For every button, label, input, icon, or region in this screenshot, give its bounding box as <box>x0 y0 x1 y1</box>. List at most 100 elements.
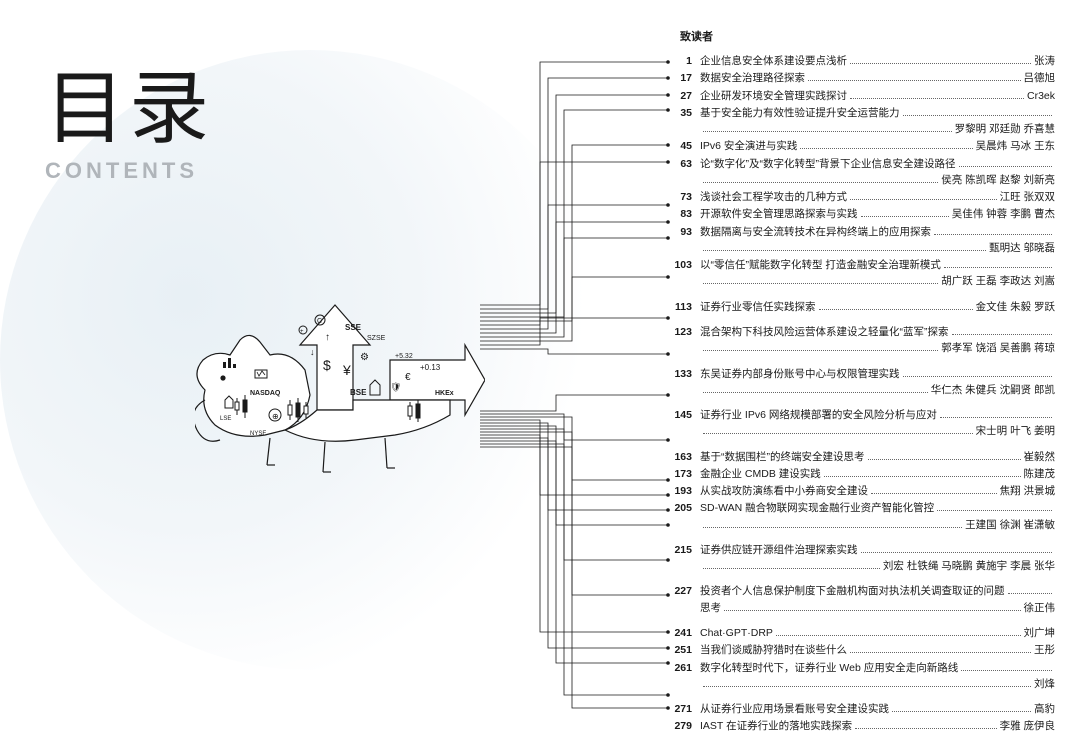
toc-page-number: 261 <box>670 660 700 693</box>
toc-authors: 吕德旭 <box>1024 70 1056 86</box>
svg-text:↑: ↑ <box>325 332 330 343</box>
toc-entry: 17数据安全治理路径探索 吕德旭 <box>670 70 1055 86</box>
toc-title: 金融企业 CMDB 建设实践 <box>700 466 821 482</box>
toc-authors: 刘宏 杜铁绳 马晓鹏 黄施宇 李晨 张华 <box>883 558 1055 574</box>
toc-title: 投资者个人信息保护制度下金融机构面对执法机关调查取证的问题 <box>700 583 1005 599</box>
toc-authors: 高豹 <box>1034 701 1055 717</box>
toc-entry: 1企业信息安全体系建设要点浅析张涛 <box>670 53 1055 69</box>
svg-text:+5.32: +5.32 <box>395 353 413 360</box>
toc-page-number: 215 <box>670 542 700 575</box>
toc-entry: 251当我们谈威胁狩猎时在谈些什么王彤 <box>670 642 1055 658</box>
toc-title: 以“零信任”赋能数字化转型 打造金融安全治理新模式 <box>700 257 941 273</box>
toc-title: IPv6 安全演进与实践 <box>700 138 797 154</box>
toc-page-number: 193 <box>670 483 700 499</box>
toc-page-number: 113 <box>670 299 700 315</box>
toc-authors: 胡广跃 王磊 李政达 刘嵩 <box>941 273 1055 289</box>
svg-text:LSE: LSE <box>220 416 231 422</box>
svg-text:↓: ↓ <box>310 347 315 357</box>
toc-authors: Cr3ek <box>1027 88 1055 104</box>
toc-authors: 焦翔 洪景城 <box>1000 483 1055 499</box>
toc-entry: 261数字化转型时代下，证券行业 Web 应用安全走向新路线刘烽 <box>670 660 1055 693</box>
toc-title: 基于安全能力有效性验证提升安全运营能力 <box>700 105 900 121</box>
toc-entry: 45IPv6 安全演进与实践吴晨炜 马冰 王东 <box>670 138 1055 154</box>
svg-text:HKEx: HKEx <box>435 390 454 397</box>
toc-title: 证券行业零信任实践探索 <box>700 299 816 315</box>
toc-entry: 227投资者个人信息保护制度下金融机构面对执法机关调查取证的问题思考 徐正伟 <box>670 583 1055 616</box>
toc-title: IAST 在证券行业的落地实践探索 <box>700 718 852 734</box>
toc-entry: 271从证券行业应用场景看账号安全建设实践 高豹 <box>670 701 1055 717</box>
toc-page-number: 279 <box>670 718 700 734</box>
toc-authors: 金文佳 朱毅 罗跃 <box>976 299 1055 315</box>
title-block: 目录 CONTENTS <box>45 70 213 184</box>
toc-authors: 陈建茂 <box>1024 466 1056 482</box>
toc-title: 从实战攻防演练看中小券商安全建设 <box>700 483 868 499</box>
toc-entry: 63论“数字化”及“数字化转型”背景下企业信息安全建设路径侯亮 陈凯晖 赵黎 刘… <box>670 156 1055 189</box>
toc-entry: 35基于安全能力有效性验证提升安全运营能力罗黎明 邓廷勋 乔喜慧 <box>670 105 1055 138</box>
reader-label: 致读者 <box>680 28 713 44</box>
toc-authors: 江旺 张双双 <box>1000 189 1055 205</box>
toc-page-number: 271 <box>670 701 700 717</box>
toc-entry: 193从实战攻防演练看中小券商安全建设 焦翔 洪景城 <box>670 483 1055 499</box>
toc-authors: 华仁杰 朱健兵 沈嗣贤 郎凯 <box>931 382 1055 398</box>
title-english: CONTENTS <box>45 158 213 184</box>
toc-authors: 李雅 庞伊良 <box>1000 718 1055 734</box>
svg-text:+: + <box>300 329 304 335</box>
toc-entry: 215证券供应链开源组件治理探索实践刘宏 杜铁绳 马晓鹏 黄施宇 李晨 张华 <box>670 542 1055 575</box>
svg-text:$: $ <box>323 357 331 373</box>
toc-entry: 27企业研发环境安全管理实践探讨 Cr3ek <box>670 88 1055 104</box>
toc-entry: 133东吴证券内部身份账号中心与权限管理实践华仁杰 朱健兵 沈嗣贤 郎凯 <box>670 366 1055 399</box>
toc-page-number: 227 <box>670 583 700 616</box>
toc-entry: 83开源软件安全管理思路探索与实践 吴佳伟 钟蓉 李鹏 曹杰 <box>670 206 1055 222</box>
toc-page-number: 17 <box>670 70 700 86</box>
toc-title-cont: 思考 <box>700 600 721 616</box>
toc-authors: 徐正伟 <box>1024 600 1056 616</box>
toc-authors: 罗黎明 邓廷勋 乔喜慧 <box>955 121 1055 137</box>
toc-title: 开源软件安全管理思路探索与实践 <box>700 206 858 222</box>
toc-page-number: 103 <box>670 257 700 290</box>
toc-page-number: 35 <box>670 105 700 138</box>
toc-authors: 崔毅然 <box>1024 449 1056 465</box>
svg-text:BSE: BSE <box>350 388 367 397</box>
toc-page-number: 93 <box>670 224 700 257</box>
toc-title: 企业研发环境安全管理实践探讨 <box>700 88 847 104</box>
toc-title: 数字化转型时代下，证券行业 Web 应用安全走向新路线 <box>700 660 958 676</box>
toc-entry: 241Chat·GPT·DRP刘广坤 <box>670 625 1055 641</box>
toc-entry: 145证券行业 IPv6 网络规模部署的安全风险分析与应对宋士明 叶飞 姜明 <box>670 407 1055 440</box>
toc-title: 从证券行业应用场景看账号安全建设实践 <box>700 701 889 717</box>
toc-authors: 张涛 <box>1034 53 1055 69</box>
toc-title: 浅谈社会工程学攻击的几种方式 <box>700 189 847 205</box>
toc-title: 论“数字化”及“数字化转型”背景下企业信息安全建设路径 <box>700 156 956 172</box>
toc-page-number: 45 <box>670 138 700 154</box>
toc-entry: 113证券行业零信任实践探索 金文佳 朱毅 罗跃 <box>670 299 1055 315</box>
toc-page-number: 83 <box>670 206 700 222</box>
toc-authors: 郭孝军 饶滔 吴善鹏 蒋琼 <box>941 340 1055 356</box>
toc-entry: 73浅谈社会工程学攻击的几种方式 江旺 张双双 <box>670 189 1055 205</box>
toc-entry: 205SD-WAN 融合物联网实现金融行业资产智能化管控王建国 徐渊 崔潇敏 <box>670 500 1055 533</box>
svg-text:SSE: SSE <box>345 323 362 332</box>
toc-authors: 侯亮 陈凯晖 赵黎 刘新亮 <box>941 172 1055 188</box>
toc-page-number: 27 <box>670 88 700 104</box>
toc-title: 证券供应链开源组件治理探索实践 <box>700 542 858 558</box>
toc-authors: 吴佳伟 钟蓉 李鹏 曹杰 <box>952 206 1055 222</box>
svg-text:+0.13: +0.13 <box>420 363 441 372</box>
toc-page-number: 133 <box>670 366 700 399</box>
toc-authors: 宋士明 叶飞 姜明 <box>976 423 1055 439</box>
toc-authors: 甄明达 邬晓磊 <box>989 240 1055 256</box>
svg-text:⚙: ⚙ <box>360 352 369 363</box>
toc-entry: 103以“零信任”赋能数字化转型 打造金融安全治理新模式胡广跃 王磊 李政达 刘… <box>670 257 1055 290</box>
toc-authors: 刘烽 <box>1034 676 1055 692</box>
toc-title: Chat·GPT·DRP <box>700 625 773 641</box>
toc-title: 当我们谈威胁狩猎时在谈些什么 <box>700 642 847 658</box>
toc-title: 基于“数据围栏”的终端安全建设思考 <box>700 449 865 465</box>
toc-page-number: 73 <box>670 189 700 205</box>
toc-entry: 93数据隔离与安全流转技术在异构终端上的应用探索甄明达 邬晓磊 <box>670 224 1055 257</box>
toc-authors: 王建国 徐渊 崔潇敏 <box>965 517 1055 533</box>
svg-text:¥: ¥ <box>342 362 351 378</box>
toc-page-number: 145 <box>670 407 700 440</box>
svg-text:C: C <box>317 318 322 325</box>
svg-text:🛡: 🛡 <box>390 382 401 392</box>
toc-title: 数据安全治理路径探索 <box>700 70 805 86</box>
toc-title: 企业信息安全体系建设要点浅析 <box>700 53 847 69</box>
toc-page-number: 173 <box>670 466 700 482</box>
toc-authors: 王彤 <box>1034 642 1055 658</box>
